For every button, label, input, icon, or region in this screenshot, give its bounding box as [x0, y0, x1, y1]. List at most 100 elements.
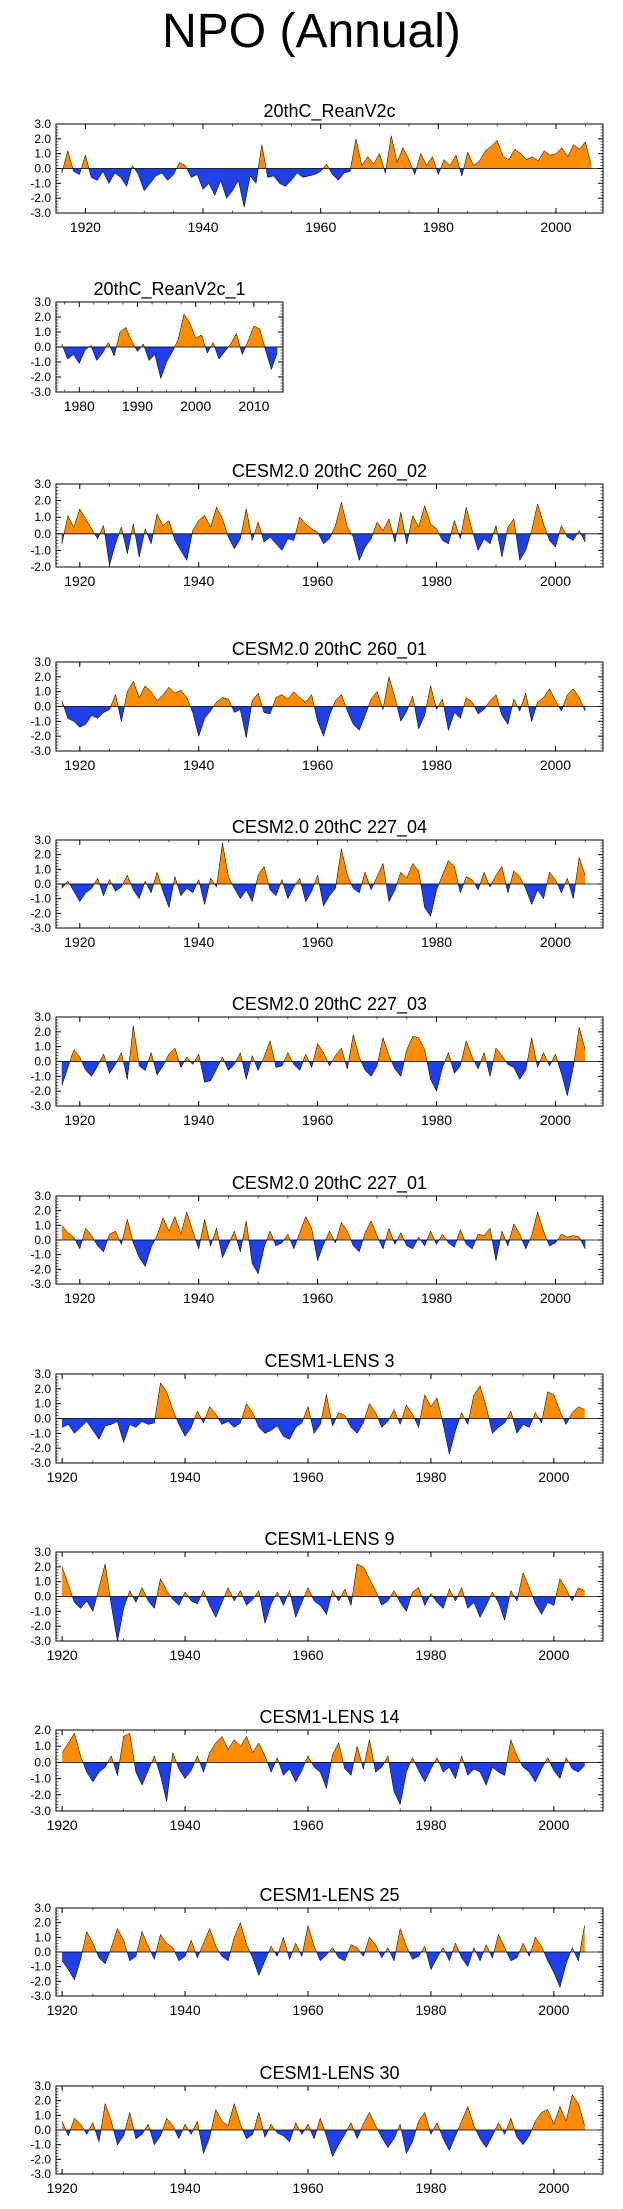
positive-area — [209, 1742, 217, 1763]
negative-area — [326, 2129, 333, 2157]
negative-area — [353, 1239, 360, 1253]
y-tick-label: 3.0 — [34, 477, 51, 491]
y-tick-label: 3.0 — [34, 1189, 51, 1203]
negative-area — [381, 1596, 389, 1606]
negative-area — [141, 1762, 149, 1786]
x-tick-label: 1920 — [64, 1290, 95, 1306]
positive-area — [247, 325, 255, 348]
y-tick-label: 0.0 — [34, 162, 51, 176]
y-tick-label: -2.0 — [30, 729, 51, 743]
x-tick-label: 1940 — [183, 934, 214, 950]
negative-area — [501, 706, 509, 725]
positive-area — [567, 144, 574, 169]
negative-area — [359, 706, 366, 731]
y-tick-label: -3.0 — [30, 921, 51, 935]
x-tick-label: 1980 — [415, 1469, 446, 1485]
negative-area — [529, 1762, 536, 1783]
chart-panel-2: 20thC_ReanV2c_1 3.02.01.00.0-1.0-2.0-3.0 1… — [30, 279, 284, 414]
positive-area — [513, 1223, 520, 1241]
x-tick-label: 2000 — [538, 1647, 569, 1663]
negative-area — [275, 533, 283, 551]
chart-panel-5: CESM2.0 20thC 227_04 3.02.01.00.0-1.0-2.0… — [30, 817, 604, 950]
y-tick-label: 2.0 — [34, 1916, 51, 1930]
positive-area — [192, 519, 199, 534]
negative-area — [264, 1596, 272, 1624]
negative-area — [332, 168, 339, 181]
negative-area — [443, 1762, 450, 1773]
negative-area — [61, 1061, 69, 1086]
positive-area — [520, 153, 527, 169]
negative-area — [109, 533, 116, 566]
negative-area — [350, 1418, 358, 1434]
negative-area — [498, 1418, 505, 1428]
positive-area — [537, 697, 544, 707]
negative-area — [353, 706, 360, 731]
negative-area — [74, 1951, 81, 1980]
x-tick-label: 2000 — [540, 934, 571, 950]
positive-area — [406, 863, 413, 885]
negative-area — [295, 1418, 303, 1428]
positive-area — [252, 1742, 260, 1763]
y-tick-label: -3.0 — [30, 2167, 51, 2181]
positive-area — [335, 694, 342, 707]
negative-area — [120, 168, 127, 187]
y-tick-label: -2.0 — [30, 1262, 51, 1276]
positive-area — [299, 516, 306, 534]
positive-area — [166, 1942, 173, 1953]
positive-area — [406, 1404, 413, 1419]
negative-area — [234, 533, 241, 550]
y-tick-label: 1.0 — [34, 1575, 51, 1589]
x-tick-label: 1920 — [47, 2002, 78, 2018]
positive-area — [74, 2117, 81, 2131]
positive-area — [178, 313, 185, 348]
y-tick-label: 0.0 — [34, 340, 51, 354]
x-tick-label: 1920 — [47, 1469, 78, 1485]
negative-area — [67, 706, 75, 722]
positive-area — [174, 1216, 182, 1241]
positive-area — [210, 507, 217, 534]
negative-area — [139, 1061, 146, 1071]
positive-area — [123, 1732, 130, 1763]
y-tick-label: 0.0 — [34, 1412, 51, 1426]
y-tick-label: 3.0 — [34, 655, 51, 669]
y-tick-label: 0.0 — [34, 527, 51, 541]
x-tick-label: 2000 — [538, 2002, 569, 2018]
y-tick-label: -2.0 — [30, 1974, 51, 1988]
negative-area — [258, 1418, 266, 1434]
positive-area — [141, 1931, 149, 1953]
negative-area — [215, 1596, 223, 1618]
negative-area — [296, 168, 304, 178]
negative-area — [516, 2129, 524, 2146]
x-tick-label: 1960 — [292, 1469, 323, 1485]
x-tick-label: 2000 — [540, 1112, 571, 1128]
x-tick-label: 1920 — [64, 934, 95, 950]
y-tick-label: -1.0 — [30, 2138, 51, 2152]
negative-area — [394, 1061, 402, 1077]
positive-area — [491, 139, 498, 169]
positive-area — [578, 1406, 585, 1419]
y-tick-label: 0.0 — [34, 2123, 51, 2137]
positive-area — [559, 2106, 567, 2131]
negative-area — [196, 168, 204, 190]
positive-area — [549, 688, 556, 707]
series-line — [61, 1563, 585, 1642]
plot-frame — [55, 483, 604, 568]
negative-area — [519, 1061, 526, 1080]
x-tick-label: 1960 — [302, 757, 333, 773]
positive-area — [549, 153, 557, 169]
series-line — [61, 1921, 585, 1988]
chart-title: CESM1-LENS 3 — [264, 1351, 394, 1371]
positive-area — [195, 334, 202, 348]
positive-area — [160, 1578, 167, 1597]
positive-area — [418, 505, 425, 534]
y-tick-label: -1.0 — [30, 1069, 51, 1083]
positive-area — [565, 2094, 573, 2131]
positive-area — [180, 689, 188, 707]
chart-panel-11: CESM1-LENS 25 3.02.01.00.0-1.0-2.0-3.0192… — [30, 1885, 604, 2018]
negative-area — [252, 1951, 260, 1976]
positive-area — [443, 159, 451, 169]
y-tick-label: 2.0 — [34, 132, 51, 146]
negative-area — [320, 1596, 327, 1615]
positive-area — [293, 691, 300, 707]
series-line — [61, 313, 278, 380]
